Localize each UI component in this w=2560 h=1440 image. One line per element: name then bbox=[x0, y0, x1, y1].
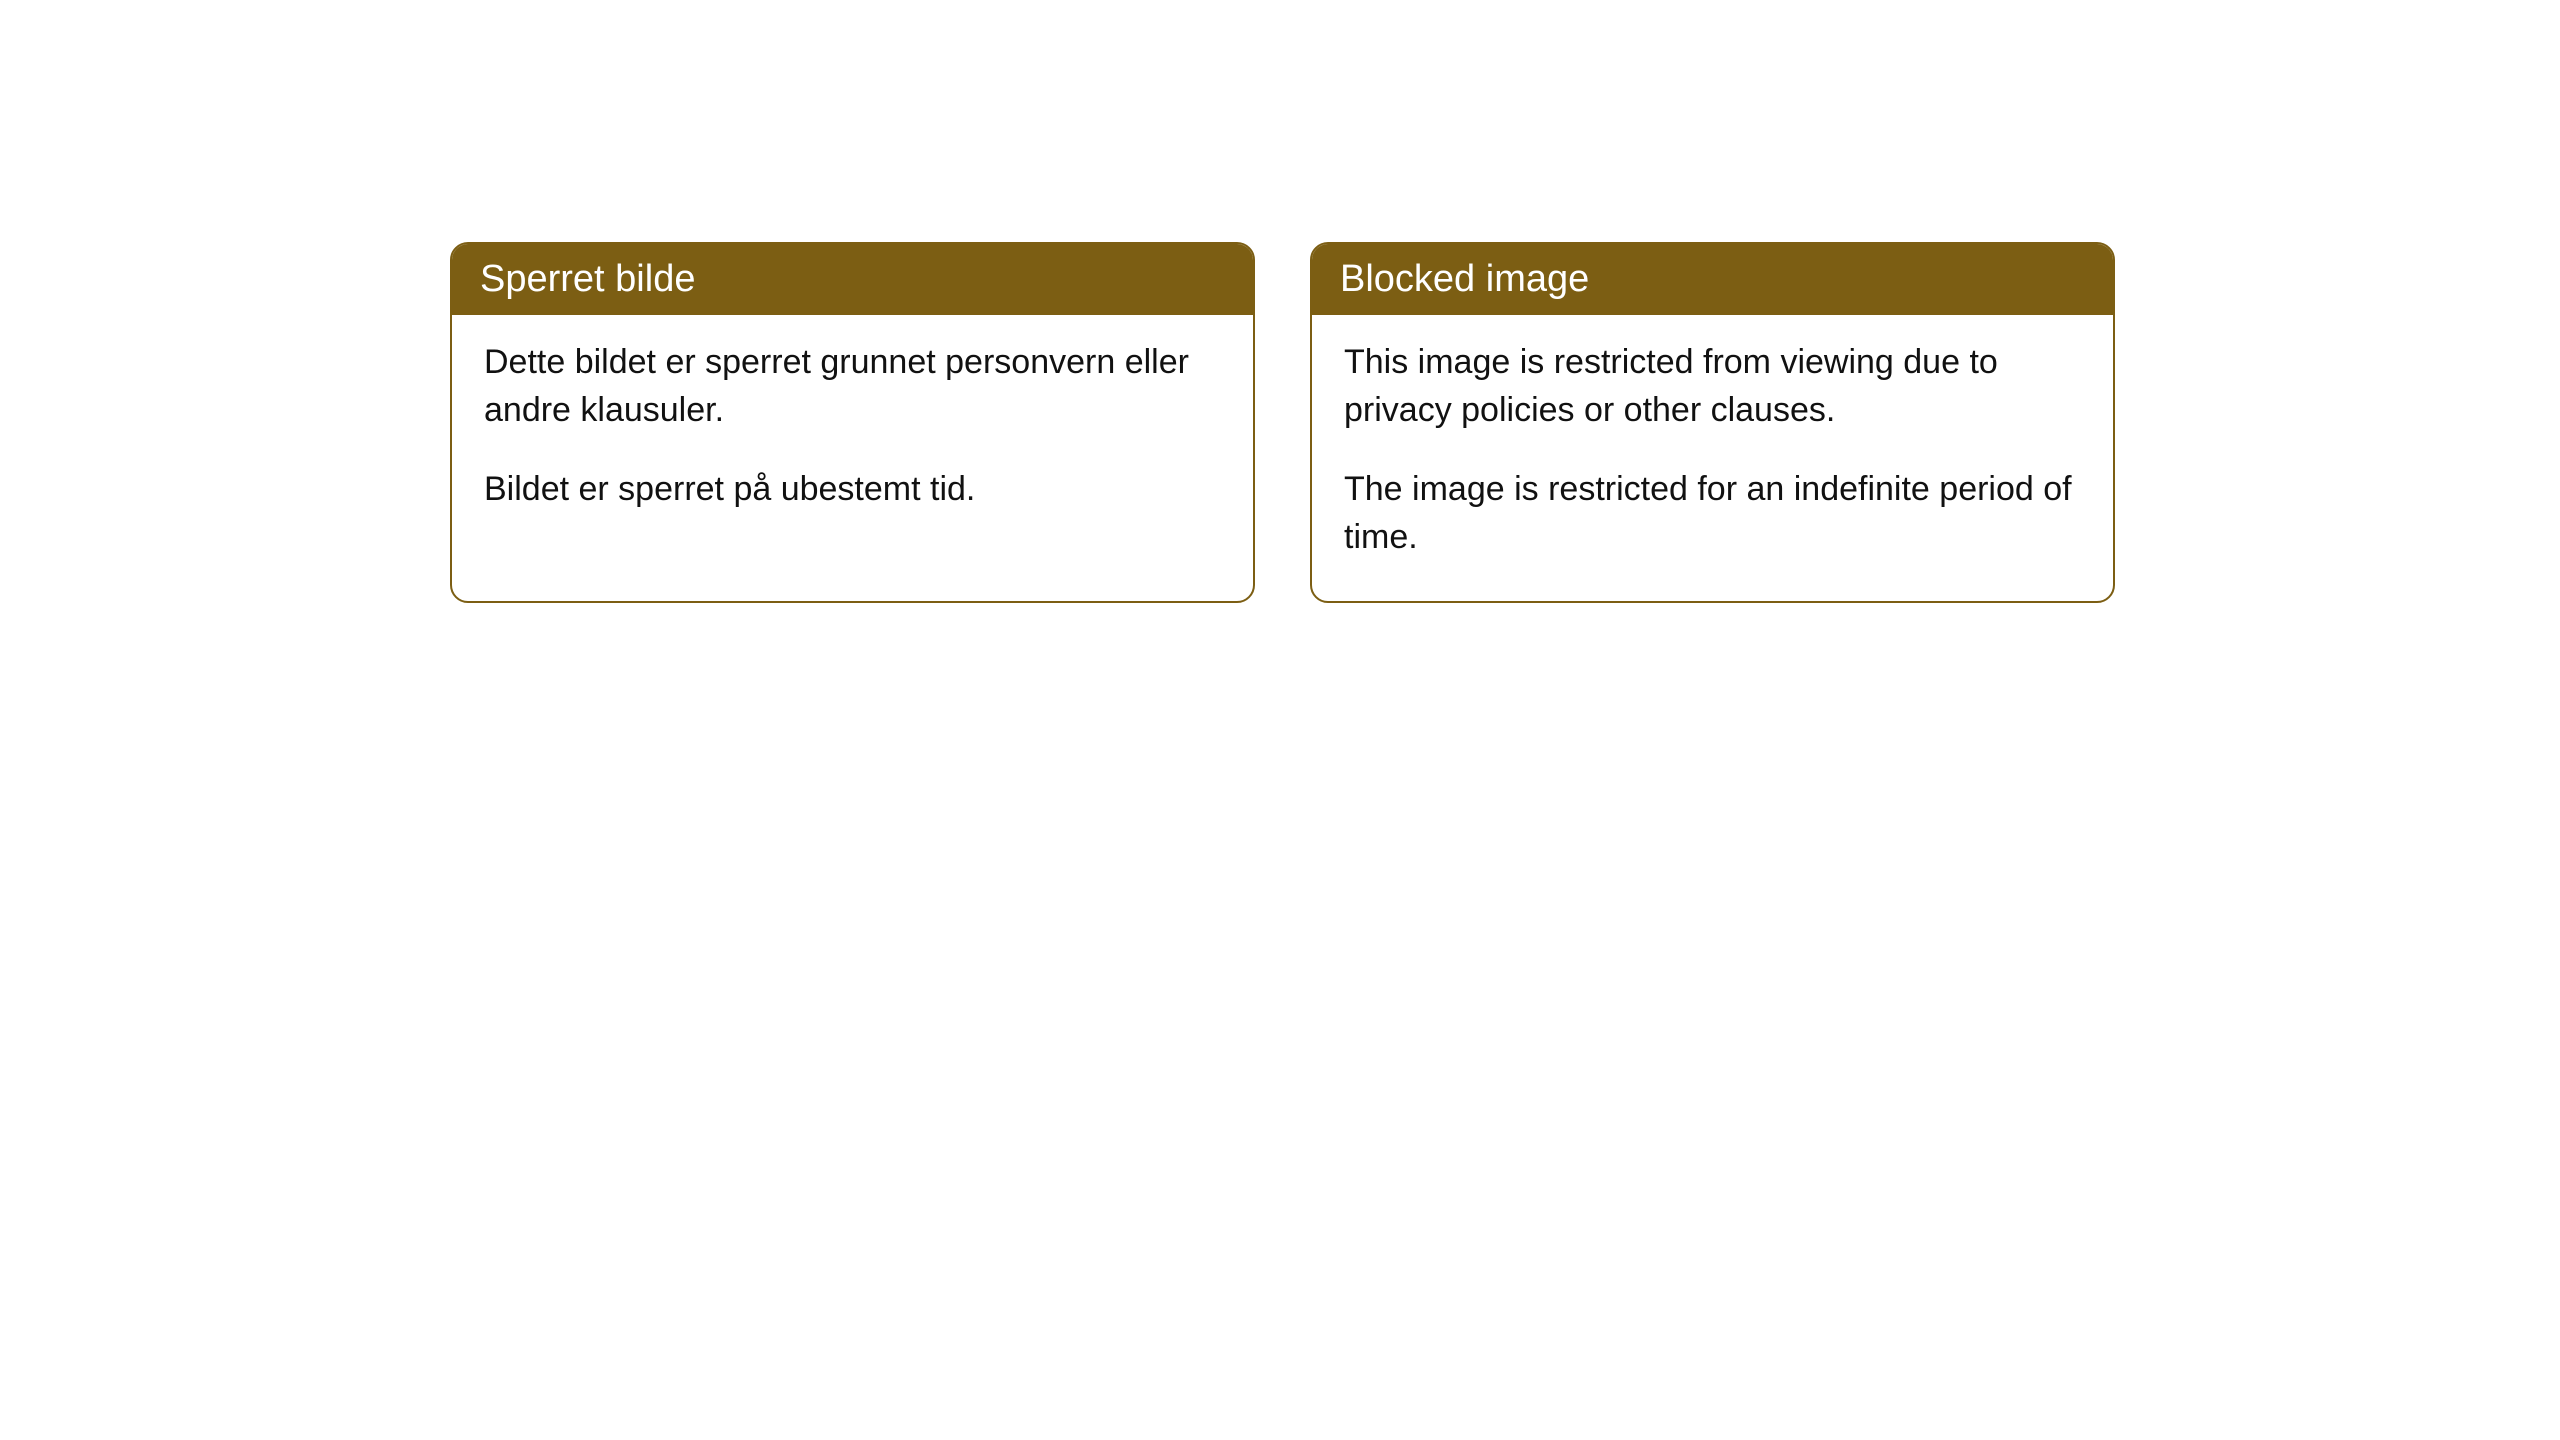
card-header: Blocked image bbox=[1312, 244, 2113, 315]
card-header: Sperret bilde bbox=[452, 244, 1253, 315]
card-body: Dette bildet er sperret grunnet personve… bbox=[452, 315, 1253, 554]
card-paragraph: Bildet er sperret på ubestemt tid. bbox=[484, 466, 1221, 514]
notice-card-english: Blocked image This image is restricted f… bbox=[1310, 242, 2115, 603]
card-body: This image is restricted from viewing du… bbox=[1312, 315, 2113, 601]
card-title: Blocked image bbox=[1340, 258, 1589, 300]
card-paragraph: Dette bildet er sperret grunnet personve… bbox=[484, 339, 1221, 434]
card-paragraph: The image is restricted for an indefinit… bbox=[1344, 466, 2081, 561]
card-title: Sperret bilde bbox=[480, 258, 695, 300]
card-paragraph: This image is restricted from viewing du… bbox=[1344, 339, 2081, 434]
notice-card-norwegian: Sperret bilde Dette bildet er sperret gr… bbox=[450, 242, 1255, 603]
notice-cards-container: Sperret bilde Dette bildet er sperret gr… bbox=[0, 0, 2560, 603]
